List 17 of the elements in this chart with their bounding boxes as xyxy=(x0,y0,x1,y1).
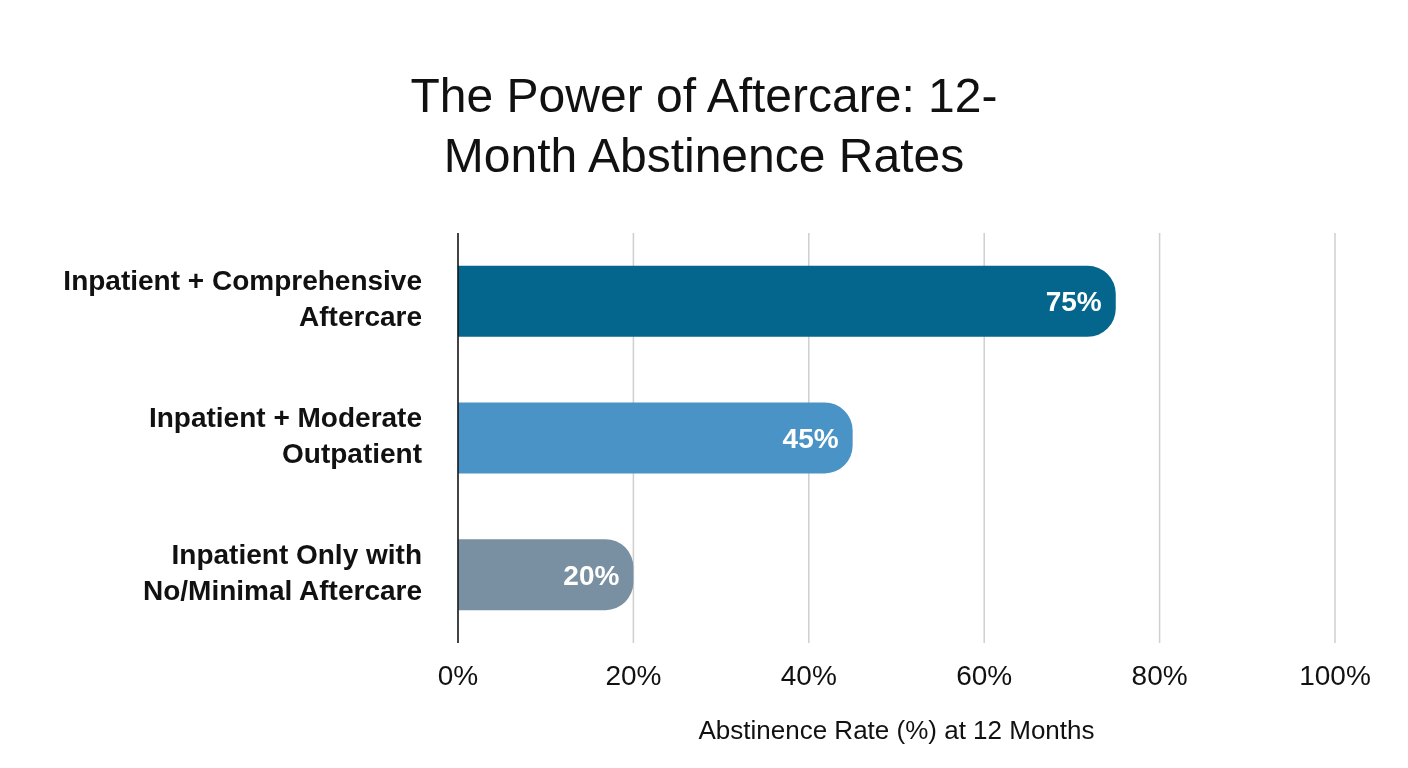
bar xyxy=(458,402,853,474)
data-label: 45% xyxy=(782,422,839,454)
y-tick-label: Inpatient + Comprehensive Aftercare xyxy=(63,265,422,333)
x-tick-label: 80% xyxy=(1131,659,1188,691)
y-tick-label: Inpatient Only with No/Minimal Aftercare xyxy=(142,539,422,607)
bar xyxy=(458,265,1116,337)
x-tick-label: 100% xyxy=(1299,659,1371,691)
data-label: 20% xyxy=(563,559,620,591)
y-tick-label: Inpatient + Moderate Outpatient xyxy=(148,402,422,470)
x-tick-label: 20% xyxy=(605,659,662,691)
x-tick-label: 60% xyxy=(956,659,1013,691)
x-tick-label: 0% xyxy=(437,659,479,691)
chart-title: The Power of Aftercare: 12-Month Abstinence Rates xyxy=(409,67,999,184)
data-label: 75% xyxy=(1045,286,1102,318)
bar xyxy=(458,539,634,611)
x-axis-title: Abstinence Rate (%) at 12 Months xyxy=(698,715,1095,745)
x-tick-label: 40% xyxy=(780,659,837,691)
